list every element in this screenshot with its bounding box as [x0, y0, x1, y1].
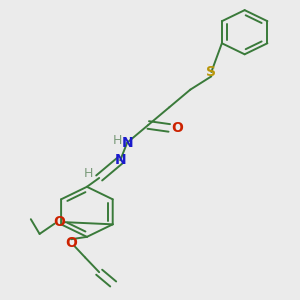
Text: H: H: [83, 167, 93, 180]
Text: O: O: [65, 236, 77, 250]
Text: N: N: [114, 153, 126, 167]
Text: O: O: [171, 121, 183, 135]
Text: O: O: [53, 215, 65, 229]
Text: S: S: [206, 65, 216, 79]
Text: N: N: [122, 136, 133, 150]
Text: H: H: [113, 134, 122, 147]
